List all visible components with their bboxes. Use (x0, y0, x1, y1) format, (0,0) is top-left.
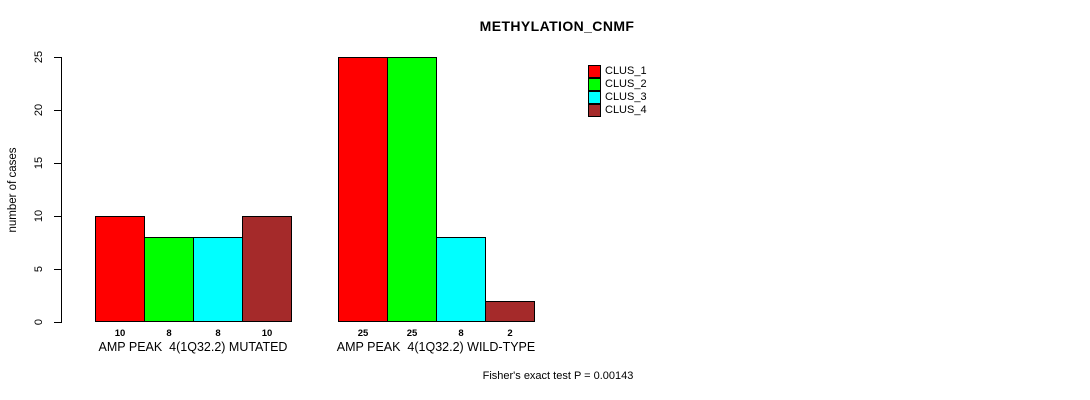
y-axis-tick (54, 215, 61, 217)
legend-swatch-icon (588, 65, 601, 78)
y-tick-label: 20 (33, 103, 45, 117)
bar-value-label: 25 (406, 328, 418, 339)
group-label: AMP PEAK 4(1Q32.2) MUTATED (98, 340, 288, 354)
legend-item-clus_2: CLUS_2 (588, 78, 647, 91)
bar-value-label: 2 (507, 328, 513, 339)
group-label: AMP PEAK 4(1Q32.2) WILD-TYPE (336, 340, 536, 354)
chart-title: METHYLATION_CNMF (479, 18, 635, 34)
bar-clus_1 (95, 216, 145, 322)
legend-item-clus_3: CLUS_3 (588, 91, 647, 104)
fisher-test-annotation: Fisher's exact test P = 0.00143 (482, 370, 634, 382)
y-axis-line (61, 57, 62, 323)
legend-item-clus_1: CLUS_1 (588, 65, 647, 78)
y-axis-tick (54, 162, 61, 164)
bar-value-label: 8 (458, 328, 464, 339)
y-tick-label: 15 (33, 156, 45, 170)
bar-value-label: 8 (166, 328, 172, 339)
bar-clus_4 (485, 301, 535, 322)
bar-value-label: 8 (215, 328, 221, 339)
bar-value-label: 10 (114, 328, 126, 339)
y-tick-label: 0 (33, 318, 45, 326)
legend-label: CLUS_2 (605, 78, 647, 90)
bar-clus_2 (144, 237, 194, 322)
legend-swatch-icon (588, 91, 601, 104)
bar-clus_3 (193, 237, 243, 322)
y-tick-label: 5 (33, 265, 45, 273)
legend-label: CLUS_1 (605, 65, 647, 77)
bar-clus_4 (242, 216, 292, 322)
bar-clus_1 (338, 57, 388, 322)
legend-swatch-icon (588, 104, 601, 117)
y-tick-label: 10 (33, 209, 45, 223)
y-axis-tick (54, 321, 61, 323)
bar-value-label: 25 (357, 328, 369, 339)
bar-clus_3 (436, 237, 486, 322)
y-axis-tick (54, 56, 61, 58)
legend-label: CLUS_4 (605, 104, 647, 116)
bar-value-label: 10 (261, 328, 273, 339)
legend: CLUS_1 CLUS_2 CLUS_3 CLUS_4 (588, 65, 647, 117)
bar-clus_2 (387, 57, 437, 322)
y-axis-tick (54, 268, 61, 270)
legend-swatch-icon (588, 78, 601, 91)
legend-label: CLUS_3 (605, 91, 647, 103)
legend-item-clus_4: CLUS_4 (588, 104, 647, 117)
y-axis-title: number of cases (7, 147, 19, 233)
y-tick-label: 25 (33, 50, 45, 64)
y-axis-tick (54, 109, 61, 111)
